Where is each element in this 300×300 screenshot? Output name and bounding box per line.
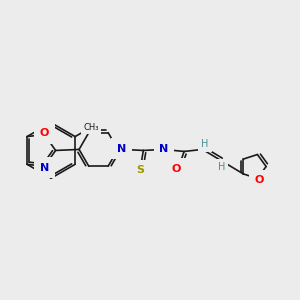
Text: S: S bbox=[136, 165, 144, 175]
Text: O: O bbox=[40, 128, 49, 138]
Text: N: N bbox=[159, 144, 168, 154]
Text: CH₃: CH₃ bbox=[83, 123, 99, 132]
Text: O: O bbox=[172, 164, 181, 174]
Text: N: N bbox=[117, 144, 126, 154]
Text: H: H bbox=[161, 139, 168, 149]
Text: H: H bbox=[121, 139, 128, 149]
Text: H: H bbox=[218, 162, 225, 172]
Text: O: O bbox=[254, 175, 264, 185]
Text: H: H bbox=[201, 139, 208, 149]
Text: N: N bbox=[40, 163, 49, 173]
